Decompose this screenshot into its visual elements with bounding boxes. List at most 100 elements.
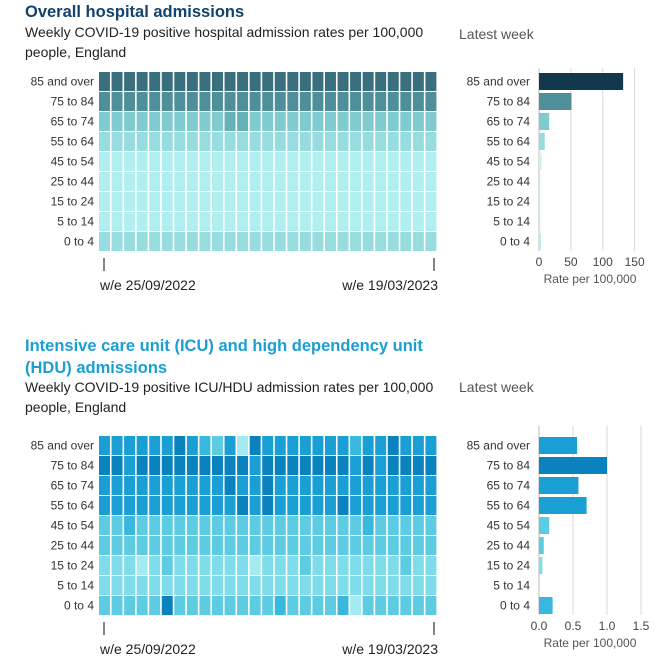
- heatmap-cell: [350, 92, 362, 111]
- heatmap-cell: [350, 436, 362, 455]
- heatmap-cell: [274, 192, 286, 211]
- heatmap-cell: [387, 72, 399, 91]
- heatmap-cell: [425, 92, 437, 111]
- heatmap-cell: [111, 476, 123, 495]
- heatmap-cell: [212, 516, 223, 535]
- heatmap-cell: [174, 172, 186, 191]
- heatmap-cell: [299, 232, 311, 251]
- heatmap-cell: [299, 72, 311, 91]
- heatmap-cell: [161, 112, 173, 131]
- heatmap-cell: [337, 172, 349, 191]
- latest-week-bar: [539, 233, 541, 250]
- heatmap-row-label: 45 to 54: [51, 519, 95, 533]
- time-axis-label: w/e 19/03/2023: [341, 277, 438, 293]
- heatmap-cell: [325, 112, 336, 131]
- heatmap-cell: [237, 436, 249, 455]
- heatmap-cell: [425, 536, 437, 555]
- heatmap-cell: [174, 576, 186, 595]
- latest-week-bar: [539, 93, 572, 110]
- heatmap-cell: [350, 152, 362, 171]
- heatmap-cell: [237, 232, 249, 251]
- heatmap-cell: [199, 536, 211, 555]
- heatmap-cell: [262, 172, 274, 191]
- heatmap-cell: [262, 212, 274, 231]
- bar-row-label: 25 to 44: [487, 539, 531, 553]
- heatmap-cell: [136, 536, 148, 555]
- hospital-admissions-chart: 85 and over 85 and over 75 to 84 75 to 84 65…: [31, 68, 645, 293]
- heatmap-cell: [224, 576, 236, 595]
- heatmap-cell: [400, 556, 412, 575]
- heatmap-cell: [325, 132, 336, 151]
- heatmap-cell: [111, 536, 123, 555]
- heatmap-cell: [174, 132, 186, 151]
- heatmap-cell: [274, 556, 286, 575]
- heatmap-cell: [274, 496, 286, 515]
- heatmap-cell: [412, 112, 424, 131]
- heatmap-cell: [212, 496, 223, 515]
- heatmap-cell: [186, 112, 198, 131]
- latest-week-title: Latest week: [459, 379, 534, 395]
- heatmap-cell: [124, 152, 136, 171]
- heatmap-cell: [312, 596, 324, 615]
- heatmap-cell: [425, 72, 437, 91]
- heatmap-cell: [124, 516, 136, 535]
- heatmap-cell: [375, 456, 387, 475]
- heatmap-row-label: 15 to 24: [51, 559, 95, 573]
- heatmap-cell: [350, 232, 362, 251]
- heatmap-cell: [287, 536, 299, 555]
- heatmap-cell: [274, 232, 286, 251]
- heatmap-cell: [287, 132, 299, 151]
- heatmap-cell: [124, 92, 136, 111]
- heatmap-cell: [237, 576, 249, 595]
- heatmap-cell: [262, 112, 274, 131]
- heatmap-cell: [224, 212, 236, 231]
- heatmap-cell: [337, 72, 349, 91]
- heatmap-cell: [249, 516, 261, 535]
- section-title: Overall hospital admissions: [25, 3, 245, 21]
- heatmap-cell: [149, 72, 161, 91]
- heatmap-cell: [312, 152, 324, 171]
- heatmap-cell: [287, 476, 299, 495]
- bar-row-label: 25 to 44: [487, 175, 531, 189]
- heatmap-cell: [212, 172, 223, 191]
- heatmap-cell: [312, 436, 324, 455]
- heatmap-cell: [362, 536, 374, 555]
- heatmap-cell: [262, 516, 274, 535]
- heatmap-cell: [312, 556, 324, 575]
- bar-row-label: 0 to 4: [500, 599, 530, 613]
- heatmap-cell: [199, 172, 211, 191]
- heatmap-cell: [362, 476, 374, 495]
- heatmap-cell: [161, 476, 173, 495]
- heatmap-cell: [312, 456, 324, 475]
- bar-tick-label: 0: [536, 255, 543, 269]
- heatmap-cell: [249, 496, 261, 515]
- heatmap-cell: [237, 536, 249, 555]
- heatmap-cell: [199, 516, 211, 535]
- heatmap-cell: [149, 152, 161, 171]
- heatmap-cell: [199, 496, 211, 515]
- heatmap-cell: [312, 112, 324, 131]
- heatmap-cell: [136, 516, 148, 535]
- heatmap-cell: [312, 536, 324, 555]
- heatmap-cell: [99, 212, 110, 231]
- bar-tick-label: 100: [593, 255, 613, 269]
- heatmap-cell: [299, 152, 311, 171]
- heatmap-cell: [400, 476, 412, 495]
- latest-week-bar: [539, 457, 607, 474]
- heatmap-cell: [186, 72, 198, 91]
- heatmap-cell: [287, 456, 299, 475]
- heatmap-cell: [262, 476, 274, 495]
- heatmap-cell: [136, 232, 148, 251]
- heatmap-cell: [174, 456, 186, 475]
- heatmap-cell: [249, 212, 261, 231]
- heatmap-cell: [337, 496, 349, 515]
- heatmap-cell: [350, 72, 362, 91]
- heatmap-cell: [149, 456, 161, 475]
- heatmap-cell: [99, 436, 110, 455]
- heatmap-cell: [174, 192, 186, 211]
- time-axis-label: w/e 25/09/2022: [99, 641, 196, 657]
- heatmap-cell: [412, 192, 424, 211]
- heatmap-cell: [212, 536, 223, 555]
- heatmap-cell: [161, 516, 173, 535]
- heatmap-cell: [400, 152, 412, 171]
